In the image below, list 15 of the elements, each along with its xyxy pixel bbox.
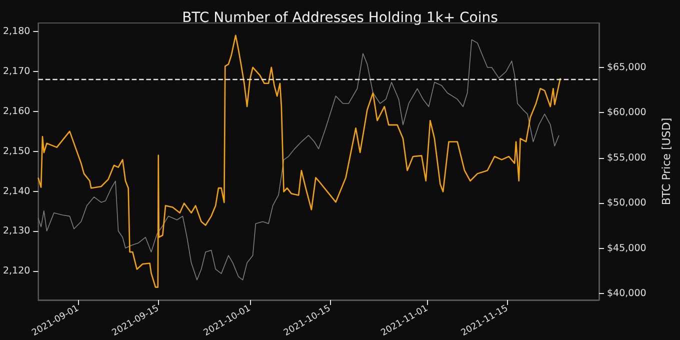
y-tick-label: 2,170	[2, 66, 30, 77]
y-tick-label: 2,130	[2, 226, 30, 237]
y-tick-label: 2,140	[2, 186, 30, 197]
y-tick-label: 2,120	[2, 266, 30, 277]
y2-tick-label: $65,000	[607, 62, 646, 73]
y-tick-label: 2,160	[2, 106, 30, 117]
y-tick-label: 2,150	[2, 146, 30, 157]
y2-tick-label: $55,000	[607, 152, 646, 164]
y2-tick-label: $50,000	[607, 198, 646, 209]
y2-axis-title: BTC Price [USD]	[660, 118, 673, 206]
y2-tick-label: $45,000	[607, 242, 646, 254]
y-tick-label: 2,180	[2, 26, 30, 37]
y2-tick-label: $40,000	[607, 288, 646, 300]
y2-tick-label: $60,000	[607, 107, 646, 118]
chart-title: BTC Number of Addresses Holding 1k+ Coins	[182, 10, 498, 26]
